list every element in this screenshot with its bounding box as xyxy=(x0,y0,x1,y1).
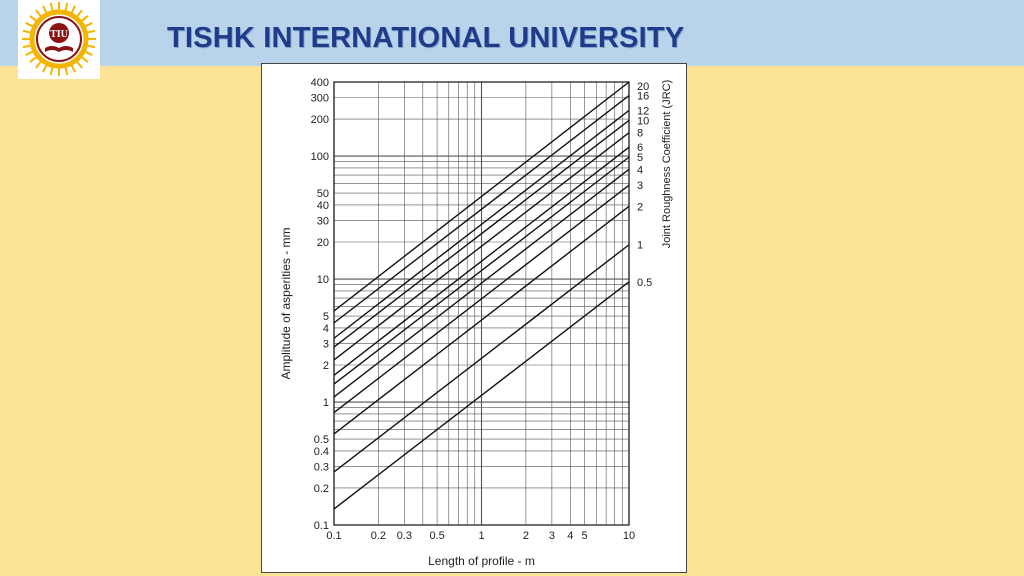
y-tick-label: 0.2 xyxy=(314,483,329,495)
jrc-line-3 xyxy=(333,184,630,414)
header-band xyxy=(0,0,1024,66)
grid xyxy=(333,81,630,526)
jrc-chart: 0.1 0.2 0.3 0.5 1 2 3 4 5 10 0.1 0.2 0.3 0.4 0.5 1 2 3 4 5 1… xyxy=(261,63,687,573)
y-tick-label: 1 xyxy=(323,397,329,409)
jrc-line-16 xyxy=(333,95,630,324)
jrc-line-4 xyxy=(333,168,630,398)
y-tick-label: 5 xyxy=(323,311,329,323)
jrc-label: 6 xyxy=(637,142,643,154)
y-tick-label: 0.4 xyxy=(314,446,329,458)
jrc-line-20 xyxy=(333,81,630,312)
y-axis-label: Amplitude of asperities - mm xyxy=(279,227,293,379)
page-title: TISHK INTERNATIONAL UNIVERSITY xyxy=(167,22,685,54)
jrc-label: 3 xyxy=(637,180,643,192)
y-tick-label: 400 xyxy=(311,77,329,89)
jrc-line-1 xyxy=(333,244,630,473)
y-tick-label: 30 xyxy=(317,215,329,227)
jrc-label: 4 xyxy=(637,164,643,176)
jrc-label: 0.5 xyxy=(637,277,652,289)
y-tick-label: 2 xyxy=(323,360,329,372)
jrc-label: 20 xyxy=(637,81,649,93)
jrc-label: 12 xyxy=(637,105,649,117)
chart-svg: 0.1 0.2 0.3 0.5 1 2 3 4 5 100.10.20.30.40.5123451… xyxy=(279,77,673,568)
jrc-label: 2 xyxy=(637,201,643,213)
x-tick-label: 5 xyxy=(582,530,588,542)
jrc-line-10 xyxy=(333,119,630,348)
jrc-line-8 xyxy=(333,132,630,361)
jrc-line-6 xyxy=(333,146,630,376)
jrc-label: 16 xyxy=(637,91,649,103)
y-tick-label: 0.5 xyxy=(314,434,329,446)
x-tick-label: 1 xyxy=(478,530,484,542)
y-tick-label: 300 xyxy=(311,92,329,104)
x-tick-label: 0.3 xyxy=(397,530,412,542)
y2-axis-label: Joint Roughness Coefficient (JRC) xyxy=(661,80,673,249)
jrc-label: 5 xyxy=(637,152,643,164)
svg-text:TIU: TIU xyxy=(50,29,68,40)
jrc-label: 8 xyxy=(637,128,643,140)
x-tick-label: 0.5 xyxy=(429,530,444,542)
jrc-label: 1 xyxy=(637,240,643,252)
y-tick-label: 20 xyxy=(317,237,329,249)
jrc-line-5 xyxy=(333,156,630,385)
y-tick-label: 0.3 xyxy=(314,461,329,473)
x-tick-label: 0.2 xyxy=(371,530,386,542)
jrc-line-2 xyxy=(333,205,630,435)
jrc-line-0.5 xyxy=(333,281,630,510)
university-logo: TIU xyxy=(18,0,100,79)
y-tick-label: 200 xyxy=(311,114,329,126)
x-tick-label: 4 xyxy=(567,530,573,542)
x-axis-label: Length of profile - m xyxy=(428,554,535,568)
x-tick-label: 0.1 xyxy=(326,530,341,542)
tiu-logo-icon: TIU xyxy=(22,2,96,76)
plot-frame xyxy=(333,81,630,526)
jrc-line-12 xyxy=(333,109,630,339)
y-tick-label: 40 xyxy=(317,200,329,212)
y-tick-label: 10 xyxy=(317,274,329,286)
jrc-label: 10 xyxy=(637,115,649,127)
x-tick-label: 2 xyxy=(523,530,529,542)
x-tick-label: 3 xyxy=(549,530,555,542)
y-tick-label: 100 xyxy=(311,151,329,163)
y-tick-label: 50 xyxy=(317,188,329,200)
y-tick-label: 3 xyxy=(323,338,329,350)
x-tick-label: 10 xyxy=(623,530,635,542)
y-tick-label: 4 xyxy=(323,323,329,335)
y-tick-label: 0.1 xyxy=(314,520,329,532)
